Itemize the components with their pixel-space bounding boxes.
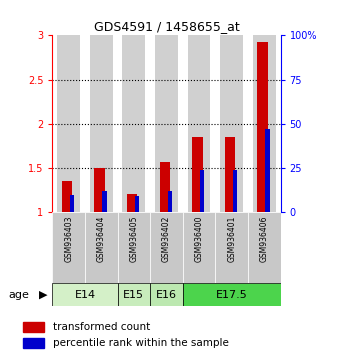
Bar: [23, 322, 44, 332]
Bar: [70, 195, 74, 212]
Text: E16: E16: [156, 290, 177, 300]
FancyBboxPatch shape: [183, 283, 281, 306]
Title: GDS4591 / 1458655_at: GDS4591 / 1458655_at: [94, 20, 239, 33]
Text: age: age: [8, 290, 29, 300]
FancyBboxPatch shape: [248, 212, 281, 283]
Bar: [265, 129, 270, 212]
FancyBboxPatch shape: [52, 212, 85, 283]
Bar: [122, 35, 145, 212]
Text: transformed count: transformed count: [53, 322, 151, 332]
Bar: [57, 35, 80, 212]
Bar: [258, 42, 268, 212]
Text: E14: E14: [74, 290, 96, 300]
Bar: [94, 168, 105, 212]
Bar: [155, 35, 178, 212]
Text: GSM936400: GSM936400: [195, 216, 203, 262]
FancyBboxPatch shape: [52, 283, 118, 306]
FancyBboxPatch shape: [118, 212, 150, 283]
FancyBboxPatch shape: [118, 283, 150, 306]
Text: E15: E15: [123, 290, 144, 300]
Text: percentile rank within the sample: percentile rank within the sample: [53, 338, 229, 348]
Bar: [188, 35, 211, 212]
Text: GSM936403: GSM936403: [64, 216, 73, 262]
Bar: [168, 191, 172, 212]
Bar: [127, 194, 138, 212]
FancyBboxPatch shape: [150, 283, 183, 306]
FancyBboxPatch shape: [85, 212, 118, 283]
Text: GSM936402: GSM936402: [162, 216, 171, 262]
Bar: [90, 35, 113, 212]
Bar: [253, 35, 276, 212]
Bar: [200, 170, 204, 212]
Bar: [192, 137, 203, 212]
FancyBboxPatch shape: [183, 212, 215, 283]
Bar: [135, 196, 139, 212]
FancyBboxPatch shape: [150, 212, 183, 283]
Text: GSM936405: GSM936405: [129, 216, 138, 262]
Text: E17.5: E17.5: [216, 290, 247, 300]
Text: GSM936401: GSM936401: [227, 216, 236, 262]
Text: GSM936406: GSM936406: [260, 216, 269, 262]
Bar: [225, 137, 235, 212]
Text: ▶: ▶: [39, 290, 47, 300]
Bar: [220, 35, 243, 212]
FancyBboxPatch shape: [215, 212, 248, 283]
Bar: [233, 170, 237, 212]
Bar: [23, 338, 44, 348]
Bar: [160, 162, 170, 212]
Text: GSM936404: GSM936404: [97, 216, 106, 262]
Bar: [62, 181, 72, 212]
Bar: [102, 191, 107, 212]
